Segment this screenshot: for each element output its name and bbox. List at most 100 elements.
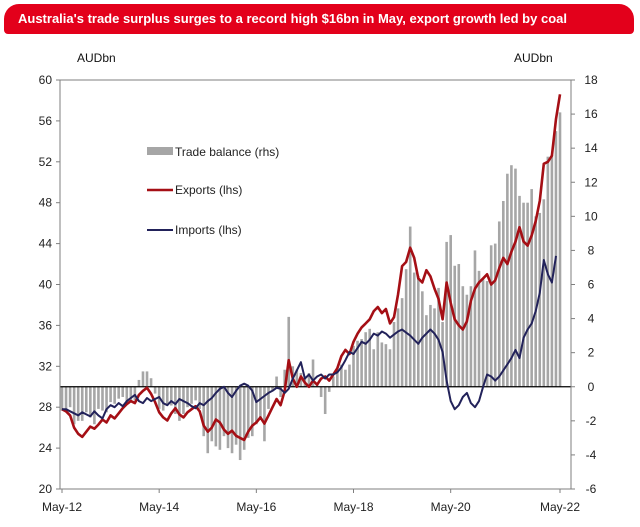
balance-bar bbox=[89, 386, 92, 418]
balance-bar bbox=[218, 386, 222, 450]
balance-bar bbox=[465, 294, 469, 387]
balance-bar bbox=[331, 376, 335, 387]
balance-bar bbox=[344, 369, 347, 387]
balance-bar bbox=[97, 386, 100, 409]
right-axis-ticks: -6 -4 -2 0 2 4 6 8 10 12 14 16 18 bbox=[571, 73, 598, 496]
balance-bar bbox=[323, 386, 327, 415]
left-tick-label: 56 bbox=[39, 114, 53, 128]
left-tick-label: 48 bbox=[39, 196, 53, 210]
balance-bar bbox=[522, 202, 525, 387]
right-tick-label: -4 bbox=[586, 448, 597, 462]
left-tick-label: 44 bbox=[39, 237, 53, 251]
balance-bar bbox=[170, 386, 173, 406]
balance-bar bbox=[133, 386, 137, 401]
balance-bar bbox=[518, 195, 521, 387]
balance-bar bbox=[267, 386, 270, 409]
balance-bar bbox=[514, 168, 517, 387]
balance-bar bbox=[327, 386, 331, 392]
title-banner: Australia's trade surplus surges to a re… bbox=[4, 4, 634, 34]
balance-bar bbox=[408, 226, 412, 387]
balance-bar bbox=[242, 386, 246, 450]
balance-bar bbox=[137, 379, 141, 387]
left-tick-label: 40 bbox=[39, 278, 53, 292]
balance-bar bbox=[412, 272, 416, 387]
balance-bar bbox=[295, 369, 299, 387]
balance-bar bbox=[542, 199, 546, 387]
balance-bar bbox=[206, 386, 210, 454]
balance-bar bbox=[246, 386, 250, 438]
balance-bar bbox=[396, 308, 400, 387]
legend-label-balance: Trade balance (rhs) bbox=[175, 145, 279, 159]
right-tick-label: 4 bbox=[588, 312, 595, 326]
balance-bar bbox=[416, 275, 420, 387]
balance-bar bbox=[368, 328, 372, 387]
balance-bar bbox=[445, 241, 448, 387]
balance-bar bbox=[238, 386, 242, 461]
balance-bar bbox=[311, 359, 315, 387]
balance-bar bbox=[68, 386, 72, 408]
balance-bar bbox=[161, 386, 165, 411]
balance-bar bbox=[230, 386, 234, 454]
balance-bar bbox=[506, 173, 509, 387]
left-axis-ticks: 20 24 28 32 36 40 44 48 52 56 60 bbox=[39, 73, 60, 496]
balance-bar bbox=[526, 202, 529, 387]
balance-bar bbox=[449, 235, 452, 387]
balance-bar bbox=[101, 386, 104, 411]
imports-line bbox=[62, 255, 557, 420]
balance-bar bbox=[202, 386, 206, 437]
balance-bar bbox=[360, 339, 363, 387]
exports-line bbox=[61, 94, 562, 442]
balance-bar bbox=[194, 386, 197, 401]
right-tick-label: 18 bbox=[584, 73, 598, 87]
balance-bar bbox=[485, 281, 489, 387]
legend-label-exports: Exports (lhs) bbox=[175, 183, 242, 197]
balance-bar bbox=[477, 270, 481, 387]
balance-bar bbox=[356, 340, 359, 387]
balance-bar bbox=[259, 386, 262, 420]
balance-bar bbox=[113, 386, 116, 404]
right-tick-label: -6 bbox=[586, 482, 597, 496]
balance-bar bbox=[214, 386, 218, 447]
balance-bar bbox=[165, 386, 169, 406]
balance-bar bbox=[84, 386, 88, 413]
balance-bar bbox=[481, 279, 485, 387]
balance-bar bbox=[425, 315, 428, 387]
balance-bar bbox=[125, 386, 129, 404]
balance-bar bbox=[210, 386, 214, 442]
x-tick-label: May-20 bbox=[431, 500, 471, 514]
balance-bar bbox=[558, 112, 562, 387]
balance-bar bbox=[352, 345, 355, 387]
right-tick-label: 8 bbox=[588, 243, 595, 257]
balance-bar bbox=[226, 386, 230, 449]
balance-bar bbox=[174, 386, 177, 415]
left-tick-label: 20 bbox=[39, 482, 53, 496]
right-tick-label: 0 bbox=[588, 380, 595, 394]
right-tick-label: 14 bbox=[584, 141, 598, 155]
x-tick-label: May-14 bbox=[139, 500, 179, 514]
balance-bar bbox=[222, 386, 226, 437]
balance-bar bbox=[198, 386, 201, 409]
balance-bar bbox=[493, 243, 497, 387]
balance-bar bbox=[250, 386, 254, 437]
balance-bar bbox=[275, 376, 278, 387]
balance-bar bbox=[534, 216, 538, 387]
balance-bar bbox=[376, 332, 380, 387]
left-tick-label: 32 bbox=[39, 359, 53, 373]
balance-bar bbox=[105, 386, 108, 413]
balance-bar bbox=[279, 386, 282, 397]
balance-bar bbox=[530, 189, 533, 387]
legend-swatch-balance bbox=[147, 147, 173, 155]
balance-bar bbox=[80, 386, 84, 421]
balance-bar bbox=[287, 316, 291, 387]
right-tick-label: 16 bbox=[584, 107, 598, 121]
right-tick-label: 12 bbox=[584, 175, 598, 189]
right-tick-label: 10 bbox=[584, 209, 598, 223]
balance-bar bbox=[497, 221, 501, 387]
x-tick-label: May-18 bbox=[334, 500, 374, 514]
balance-bar bbox=[404, 269, 408, 387]
balance-bar bbox=[72, 386, 76, 425]
balance-bar bbox=[340, 364, 343, 387]
balance-bar bbox=[129, 386, 133, 401]
balance-bar bbox=[364, 332, 367, 387]
